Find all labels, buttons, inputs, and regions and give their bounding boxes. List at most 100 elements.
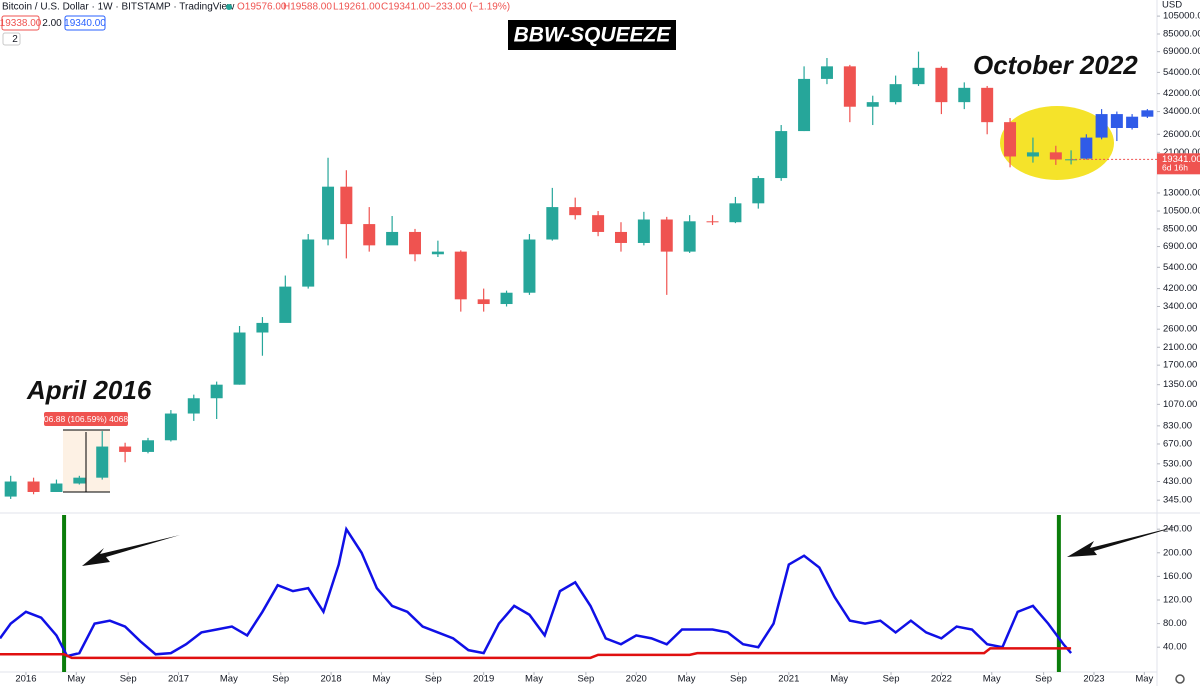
y-tick-label: 85000.00 — [1163, 29, 1200, 40]
candle-body — [706, 221, 719, 223]
candle-body — [523, 239, 536, 293]
ohlc-low: L19261.00 — [333, 2, 381, 13]
candle-body — [27, 481, 40, 492]
last-price-box — [1157, 153, 1200, 175]
y-tick-label: 105000.00 — [1163, 11, 1200, 22]
candle-body — [958, 87, 971, 103]
measure-label-box — [44, 412, 128, 426]
x-tick-label: Sep — [1035, 674, 1052, 685]
x-tick-label: 2018 — [321, 674, 342, 685]
candle-body — [233, 332, 246, 385]
candle-body — [210, 384, 223, 399]
arrow — [1067, 525, 1182, 557]
candle-body — [340, 186, 353, 225]
x-tick-label: 2016 — [15, 674, 36, 685]
indicator-line — [0, 647, 1072, 660]
candle-body — [798, 78, 811, 132]
sell-price[interactable]: 19338.00 — [0, 18, 42, 29]
ohlc-open: O19576.00 — [237, 2, 287, 13]
y-tick-label: 430.00 — [1163, 476, 1192, 487]
x-tick-label: May — [67, 674, 85, 685]
annotation: April 2016 — [26, 375, 152, 405]
x-tick-label: 2022 — [931, 674, 952, 685]
y-tick-label: 1350.00 — [1163, 379, 1197, 390]
x-tick-label: 2023 — [1083, 674, 1104, 685]
candle-body — [660, 219, 673, 252]
x-tick-label: Sep — [730, 674, 747, 685]
spread: 2.00 — [42, 18, 62, 29]
buy-button[interactable] — [64, 15, 106, 31]
settings-button[interactable] — [1175, 674, 1185, 684]
y-tick-label: 670.00 — [1163, 438, 1192, 449]
x-tick-label: Sep — [272, 674, 289, 685]
indicator-line — [0, 525, 1073, 658]
sell-button[interactable] — [1, 15, 40, 31]
y-tick-label: 80.00 — [1163, 618, 1187, 629]
indicator-count[interactable]: 2 — [12, 34, 18, 45]
candle-body — [683, 221, 696, 252]
candle-body — [912, 67, 925, 85]
x-tick-label: Sep — [577, 674, 594, 685]
candle-body — [546, 207, 559, 240]
y-tick-label: 530.00 — [1163, 458, 1192, 469]
chart-title: BBW-SQUEEZE — [514, 24, 672, 47]
buy-price[interactable]: 19340.00 — [64, 18, 106, 29]
candle-body — [322, 186, 335, 240]
x-tick-label: Sep — [883, 674, 900, 685]
candle-body — [935, 67, 948, 103]
candle-body — [164, 413, 177, 441]
candle-body — [256, 322, 269, 333]
candle-body — [187, 398, 200, 414]
candle-body — [981, 87, 994, 123]
x-tick-label: May — [830, 674, 848, 685]
candle-body — [637, 219, 650, 243]
y-tick-label: 345.00 — [1163, 495, 1192, 506]
title-box — [508, 20, 676, 50]
candle-body — [386, 231, 399, 246]
candle-body — [50, 483, 63, 492]
candle-body — [302, 239, 315, 287]
x-tick-label: Sep — [120, 674, 137, 685]
candle-body — [820, 66, 833, 79]
y-tick-label: 54000.00 — [1163, 67, 1200, 78]
candle-body — [752, 178, 765, 204]
y-tick-label: 40.00 — [1163, 642, 1187, 653]
indicator-toggle[interactable] — [2, 32, 21, 46]
candle-body — [614, 231, 627, 243]
y-tick-label: 26000.00 — [1163, 129, 1200, 140]
x-tick-label: 2017 — [168, 674, 189, 685]
y-tick-label: 5400.00 — [1163, 262, 1197, 273]
x-tick-label: Sep — [425, 674, 442, 685]
y-tick-label: 69000.00 — [1163, 46, 1200, 57]
y-tick-label: 2100.00 — [1163, 342, 1197, 353]
x-tick-label: May — [1135, 674, 1153, 685]
x-tick-label: 2019 — [473, 674, 494, 685]
candle-body — [843, 66, 856, 107]
candle-body — [729, 203, 742, 223]
candle-body — [1141, 110, 1154, 117]
x-tick-label: May — [220, 674, 238, 685]
symbol[interactable]: Bitcoin / U.S. Dollar · 1W · BITSTAMP · … — [2, 2, 235, 13]
candle-body — [73, 477, 86, 484]
y-tick-label: 200.00 — [1163, 547, 1192, 558]
y-tick-label: 160.00 — [1163, 571, 1192, 582]
candle-body — [889, 84, 902, 103]
candle-body — [1110, 114, 1123, 128]
y-tick-label: 1700.00 — [1163, 360, 1197, 371]
ohlc-change: −233.00 (−1.19%) — [430, 2, 510, 13]
candle-body — [279, 286, 292, 323]
last-price-label: 19341.00 — [1162, 154, 1200, 165]
y-tick-label: 8500.00 — [1163, 223, 1197, 234]
candle-body — [592, 215, 605, 232]
candle-body — [141, 440, 154, 452]
x-tick-label: May — [983, 674, 1001, 685]
ohlc-close: C19341.00 — [381, 2, 430, 13]
highlight-ellipse — [1000, 106, 1114, 180]
ohlc-high: H19588.00 — [283, 2, 332, 13]
candle-body — [775, 131, 788, 179]
candle-body — [1080, 137, 1093, 159]
candle-body — [409, 231, 422, 255]
candle-body — [1126, 116, 1139, 128]
candle-body — [1049, 152, 1062, 160]
